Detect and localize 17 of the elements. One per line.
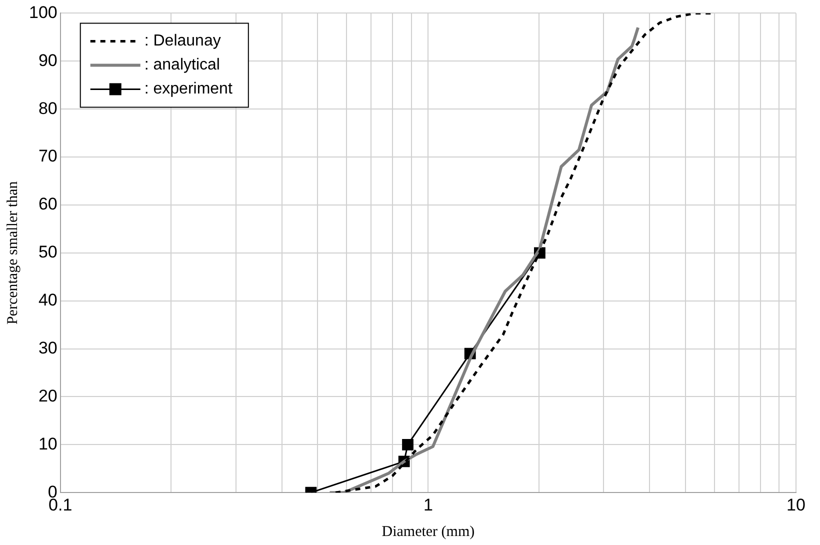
y-tick-label: 70 <box>38 146 58 166</box>
y-tick-label: 50 <box>38 242 58 262</box>
legend-label: : experiment <box>144 80 233 98</box>
y-tick-label: 20 <box>38 386 58 406</box>
y-tick-label: 100 <box>28 2 58 22</box>
x-axis-title: Diameter (mm) <box>382 524 475 540</box>
legend-label: : Delaunay <box>144 32 221 50</box>
y-tick-label: 90 <box>38 50 58 70</box>
y-tick-label: 40 <box>38 290 58 310</box>
y-tick-label: 30 <box>38 338 58 358</box>
x-tick-label: 10 <box>786 495 806 514</box>
legend-label: : analytical <box>144 56 220 74</box>
y-axis-title: Percentage smaller than <box>4 180 21 325</box>
y-tick-label: 80 <box>38 98 58 118</box>
y-tick-label: 10 <box>38 434 58 454</box>
y-tick-label: 60 <box>38 194 58 214</box>
x-tick-label: 1 <box>423 495 433 514</box>
